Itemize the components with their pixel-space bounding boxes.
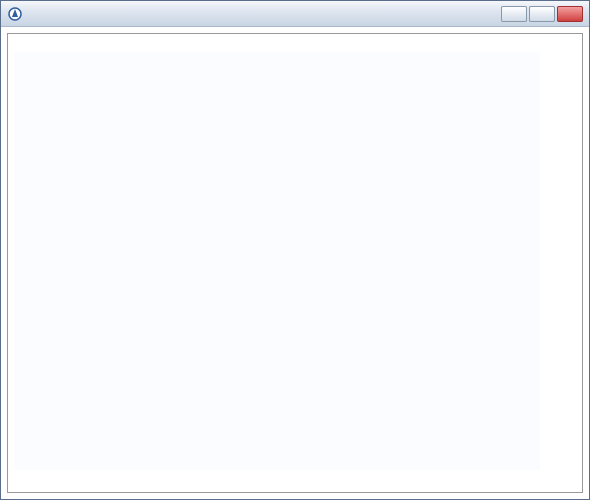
chart-area[interactable] bbox=[7, 33, 583, 493]
app-icon bbox=[7, 6, 23, 22]
chart-plot[interactable] bbox=[14, 52, 540, 470]
y-axis bbox=[542, 52, 582, 470]
minimize-button[interactable] bbox=[501, 6, 527, 22]
app-window bbox=[0, 0, 590, 500]
close-button[interactable] bbox=[557, 6, 583, 22]
titlebar bbox=[1, 1, 589, 27]
x-axis bbox=[14, 472, 540, 492]
maximize-button[interactable] bbox=[529, 6, 555, 22]
